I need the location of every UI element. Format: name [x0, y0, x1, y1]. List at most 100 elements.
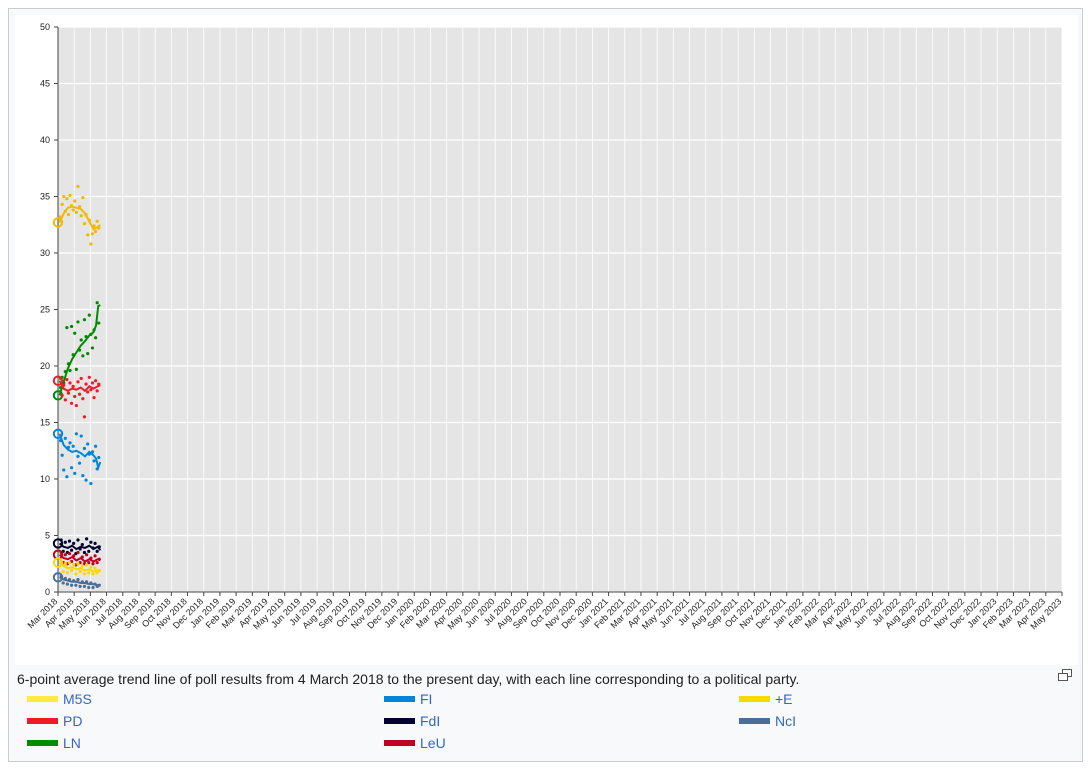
figure-caption: 6-point average trend line of poll resul…	[17, 671, 800, 687]
y-tick-label: 30	[40, 248, 50, 258]
enlarge-icon[interactable]	[1058, 669, 1072, 681]
poll-point-ln	[74, 367, 78, 371]
legend-item[interactable]: PD	[27, 711, 82, 731]
poll-point-fi	[60, 453, 64, 457]
legend-swatch	[739, 718, 770, 724]
poll-point-fi	[73, 471, 77, 475]
legend-label[interactable]: NcI	[775, 713, 796, 729]
trend-line-nci	[59, 576, 101, 587]
y-tick-label: 50	[40, 22, 50, 32]
election-marker-m5s	[52, 217, 64, 228]
poll-point-m5s	[76, 184, 80, 188]
poll-point-ln	[90, 346, 95, 350]
poll-point-fi	[74, 432, 78, 436]
legend-swatch	[739, 696, 770, 702]
poll-point-ln	[86, 351, 90, 356]
poll-point-fdi	[93, 541, 97, 546]
poll-point-fdi	[76, 538, 80, 542]
poll-point-fdi	[85, 537, 89, 541]
legend-label[interactable]: LN	[63, 735, 81, 751]
poll-point-fi	[69, 466, 74, 470]
poll-point-pd	[73, 394, 77, 399]
election-marker-pluse	[52, 557, 64, 568]
poll-point-pd	[94, 379, 98, 383]
legend-label[interactable]: FI	[420, 691, 433, 707]
poll-point-m5s	[81, 196, 85, 200]
poll-point-ln	[73, 331, 77, 335]
poll-point-nci	[78, 584, 82, 588]
chart-legend: M5S FI +E PD FdI NcI LN LeU	[17, 689, 1077, 759]
y-tick-label: 35	[40, 192, 50, 202]
trend-line-leu	[58, 553, 101, 563]
legend-item[interactable]: M5S	[27, 689, 92, 709]
legend-item[interactable]: FdI	[384, 711, 440, 731]
poll-point-pluse	[95, 571, 99, 575]
poll-point-fi	[63, 436, 67, 440]
poll-point-m5s	[65, 197, 69, 201]
poll-point-ln	[82, 318, 87, 322]
poll-point-leu	[91, 562, 95, 566]
poll-point-pluse	[61, 570, 65, 574]
legend-item[interactable]: +E	[739, 689, 793, 709]
poll-point-m5s	[86, 233, 90, 237]
trend-line-fdi	[58, 542, 102, 551]
poll-point-nci	[91, 585, 95, 590]
legend-label[interactable]: PD	[63, 713, 83, 729]
poll-point-fdi	[95, 549, 99, 553]
poll-point-fi	[94, 444, 98, 448]
y-tick-label: 45	[40, 79, 50, 89]
trend-line-ln	[58, 304, 101, 396]
poll-point-pd	[86, 390, 90, 394]
poll-point-m5s	[79, 214, 83, 218]
poll-point-nci	[82, 584, 87, 588]
poll-point-pluse	[74, 572, 78, 576]
poll-point-pluse	[80, 564, 84, 568]
legend-item[interactable]: LeU	[384, 733, 446, 753]
poll-point-pd	[90, 381, 95, 385]
legend-swatch	[27, 696, 58, 702]
poll-point-pd	[92, 396, 96, 400]
poll-point-fi	[84, 478, 88, 482]
y-tick-label: 25	[40, 305, 50, 315]
poll-point-fi	[65, 475, 69, 479]
poll-point-pluse	[63, 562, 67, 566]
legend-label[interactable]: LeU	[420, 735, 446, 751]
legend-label[interactable]: +E	[775, 691, 793, 707]
poll-point-pd	[69, 401, 74, 405]
legend-item[interactable]: LN	[27, 733, 81, 753]
poll-point-pd	[65, 377, 69, 382]
legend-swatch	[384, 718, 415, 724]
legend-item[interactable]: NcI	[739, 711, 796, 731]
legend-swatch	[27, 740, 58, 746]
poll-point-ln	[97, 321, 101, 325]
legend-swatch	[384, 740, 415, 746]
poll-point-ln	[79, 338, 83, 342]
legend-swatch	[27, 718, 58, 724]
trend-line-m5s	[58, 205, 101, 231]
legend-label[interactable]: M5S	[63, 691, 92, 707]
poll-point-leu	[95, 561, 99, 565]
poll-point-pluse	[69, 568, 74, 573]
poll-point-fi	[82, 446, 87, 451]
poll-point-fdi	[87, 549, 91, 553]
poll-point-fi	[68, 441, 72, 445]
poll-point-nci	[65, 582, 70, 586]
election-marker-fdi	[52, 538, 64, 549]
poll-point-pd	[74, 403, 78, 408]
y-tick-label: 0	[45, 587, 50, 597]
election-marker-pd	[52, 375, 64, 386]
poll-point-fi	[71, 444, 75, 448]
poll-point-m5s	[92, 224, 96, 228]
trend-line-pluse	[58, 561, 101, 573]
poll-point-pd	[76, 380, 80, 384]
trend-line-pd	[58, 380, 101, 393]
poll-point-m5s	[68, 193, 72, 197]
y-tick-label: 15	[40, 418, 50, 428]
legend-item[interactable]: FI	[384, 689, 432, 709]
poll-point-fi	[79, 434, 83, 438]
poll-point-leu	[87, 561, 91, 565]
legend-label[interactable]: FdI	[420, 713, 441, 729]
poll-point-pd	[81, 397, 85, 401]
y-tick-label: 10	[40, 474, 50, 484]
poll-point-ln	[69, 324, 74, 329]
